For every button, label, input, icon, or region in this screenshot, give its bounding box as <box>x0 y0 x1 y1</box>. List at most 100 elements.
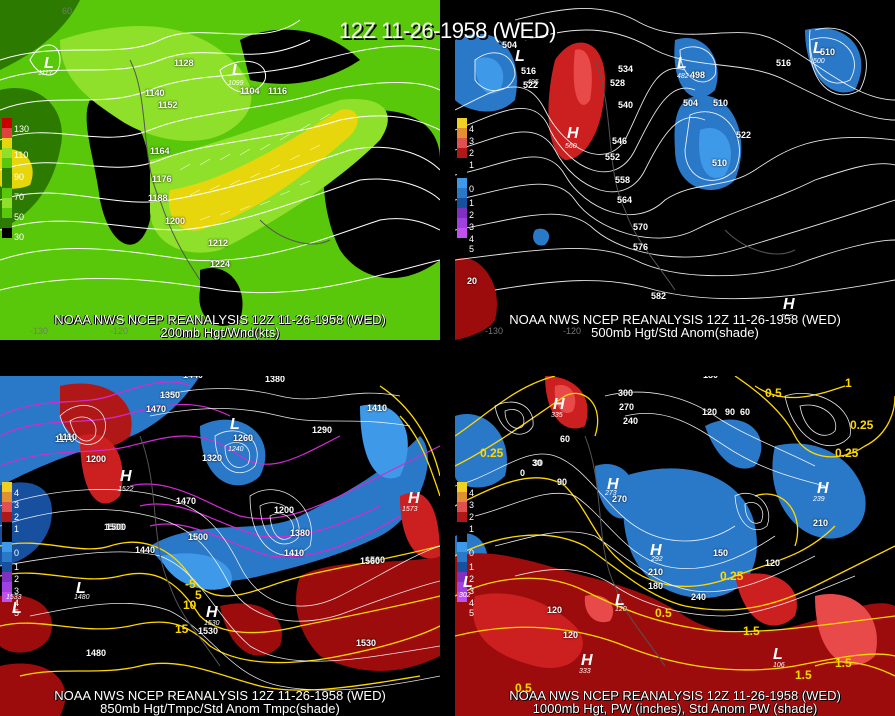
low-marker: L <box>773 646 783 663</box>
high-value: 1530 <box>204 620 220 627</box>
low-value: 482 <box>677 73 689 80</box>
low-value: 302 <box>459 592 471 599</box>
pw-label: 0.25 <box>480 446 504 460</box>
contour-label: 510 <box>820 47 836 57</box>
contour-label: 1116 <box>268 86 288 96</box>
contour-label: 1500 <box>188 532 209 542</box>
scale-label: 3 <box>469 500 475 510</box>
pw-label: 1.5 <box>743 624 760 638</box>
high-value: 586 <box>781 314 793 321</box>
contour-label: 270 <box>612 494 628 504</box>
low-marker: L <box>677 55 687 72</box>
contour-label: 504 <box>502 40 518 50</box>
scale-label: 4 <box>469 234 475 244</box>
scale-label: 1 <box>469 562 475 572</box>
contour-label: 1530 <box>356 638 377 648</box>
contour-label: 1104 <box>240 86 260 96</box>
contour-label: 210 <box>648 567 664 577</box>
high-value: 560 <box>565 143 577 150</box>
low-value: 500 <box>813 58 825 65</box>
contour-label: 1350 <box>160 390 181 400</box>
contour-label: 1188 <box>148 193 168 203</box>
high-value: 292 <box>651 556 663 563</box>
low-marker: L <box>230 416 240 433</box>
high-marker: H <box>581 652 593 669</box>
contour-label: 510 <box>713 98 729 108</box>
scale-label: 3 <box>469 136 475 146</box>
contour-label: 1560 <box>360 556 381 566</box>
low-value: 106 <box>773 662 785 669</box>
contour-label: 1470 <box>176 496 197 506</box>
contour-label: 552 <box>605 152 621 162</box>
temperature-label: -5 <box>185 577 196 591</box>
panel-200mb: 130 110 90 70 50 30 1128 1140 1152 1164 … <box>0 0 440 340</box>
contour-label: 528 <box>610 78 626 88</box>
panel-1000mb: 4 3 2 1 0 1 2 3 4 5 180 300 270 240 120 … <box>455 376 895 716</box>
contour-label: 1212 <box>208 238 229 248</box>
panel-caption-source: NOAA NWS NCEP REANALYSIS 12Z 11-26-1958 … <box>54 688 386 703</box>
high-value: 1573 <box>402 506 418 513</box>
contour-label: 20 <box>467 276 478 286</box>
contour-label: 1170 <box>55 434 75 444</box>
contour-label: 576 <box>633 242 649 252</box>
scale-label: 0 <box>469 548 475 558</box>
low-value: 120 <box>615 606 627 613</box>
scale-label: 1 <box>469 198 475 208</box>
contour-label: 1260 <box>233 433 254 443</box>
longitude-label: -130 <box>30 326 49 336</box>
scale-label: 2 <box>469 512 475 522</box>
scale-label: 2 <box>469 148 475 158</box>
contour-label: 60 <box>740 407 751 417</box>
map-500mb <box>455 0 895 340</box>
contour-label: 1500 <box>104 522 125 532</box>
scale-label: 50 <box>14 212 25 222</box>
scale-label: 2 <box>469 574 475 584</box>
scale-label: 1 <box>469 524 475 534</box>
scale-label: 4 <box>14 598 20 608</box>
scale-label: 5 <box>14 608 20 618</box>
color-scale <box>457 482 467 602</box>
scale-label: 3 <box>469 222 475 232</box>
contour-label: 498 <box>690 70 706 80</box>
high-marker: H <box>607 476 619 493</box>
temperature-label: 10 <box>183 598 197 612</box>
scale-label: 5 <box>469 244 475 254</box>
low-marker: L <box>44 55 54 72</box>
longitude-label: -120 <box>563 326 582 336</box>
scale-label: 2 <box>14 512 20 522</box>
high-value: 239 <box>813 496 825 503</box>
contour-label: 30 <box>532 458 543 468</box>
high-value: 333 <box>579 668 591 675</box>
pw-label: 0.5 <box>515 681 532 695</box>
contour-label: 1560 <box>365 555 386 565</box>
scale-label: 1 <box>469 160 475 170</box>
low-marker: L <box>12 600 22 617</box>
contour-label: 564 <box>617 195 633 205</box>
low-marker: L <box>463 574 473 591</box>
contour-label: 1410 <box>284 548 305 558</box>
contour-label: 540 <box>618 100 634 110</box>
contour-label: 1200 <box>274 505 295 515</box>
high-marker: H <box>783 296 795 313</box>
panel-caption-product: 500mb Hgt/Std Anom(shade) <box>591 325 759 340</box>
high-marker: H <box>817 480 829 497</box>
scale-label: 0 <box>469 184 475 194</box>
contour-label: 1176 <box>152 174 172 184</box>
scale-label: 0 <box>14 548 20 558</box>
scale-label: 3 <box>14 500 20 510</box>
panel-caption-product: 1000mb Hgt, PW (inches), Std Anom PW (sh… <box>532 701 818 716</box>
contour-label: 1110 <box>58 432 78 442</box>
high-marker: H <box>650 542 662 559</box>
contour-label: 1440 <box>183 376 203 380</box>
contour-label: 558 <box>615 175 631 185</box>
high-marker: H <box>553 396 565 413</box>
contour-label: 60 <box>560 434 571 444</box>
contour-label: 120 <box>702 407 718 417</box>
contour-label: 1164 <box>150 146 170 156</box>
page-title: 12Z 11-26-1958 (WED) <box>338 18 557 43</box>
scale-label: 70 <box>14 192 25 202</box>
pw-label: 1.5 <box>795 668 812 682</box>
contour-label: 1480 <box>86 648 107 658</box>
low-marker: L <box>76 580 86 597</box>
contour-label: 240 <box>691 592 707 602</box>
